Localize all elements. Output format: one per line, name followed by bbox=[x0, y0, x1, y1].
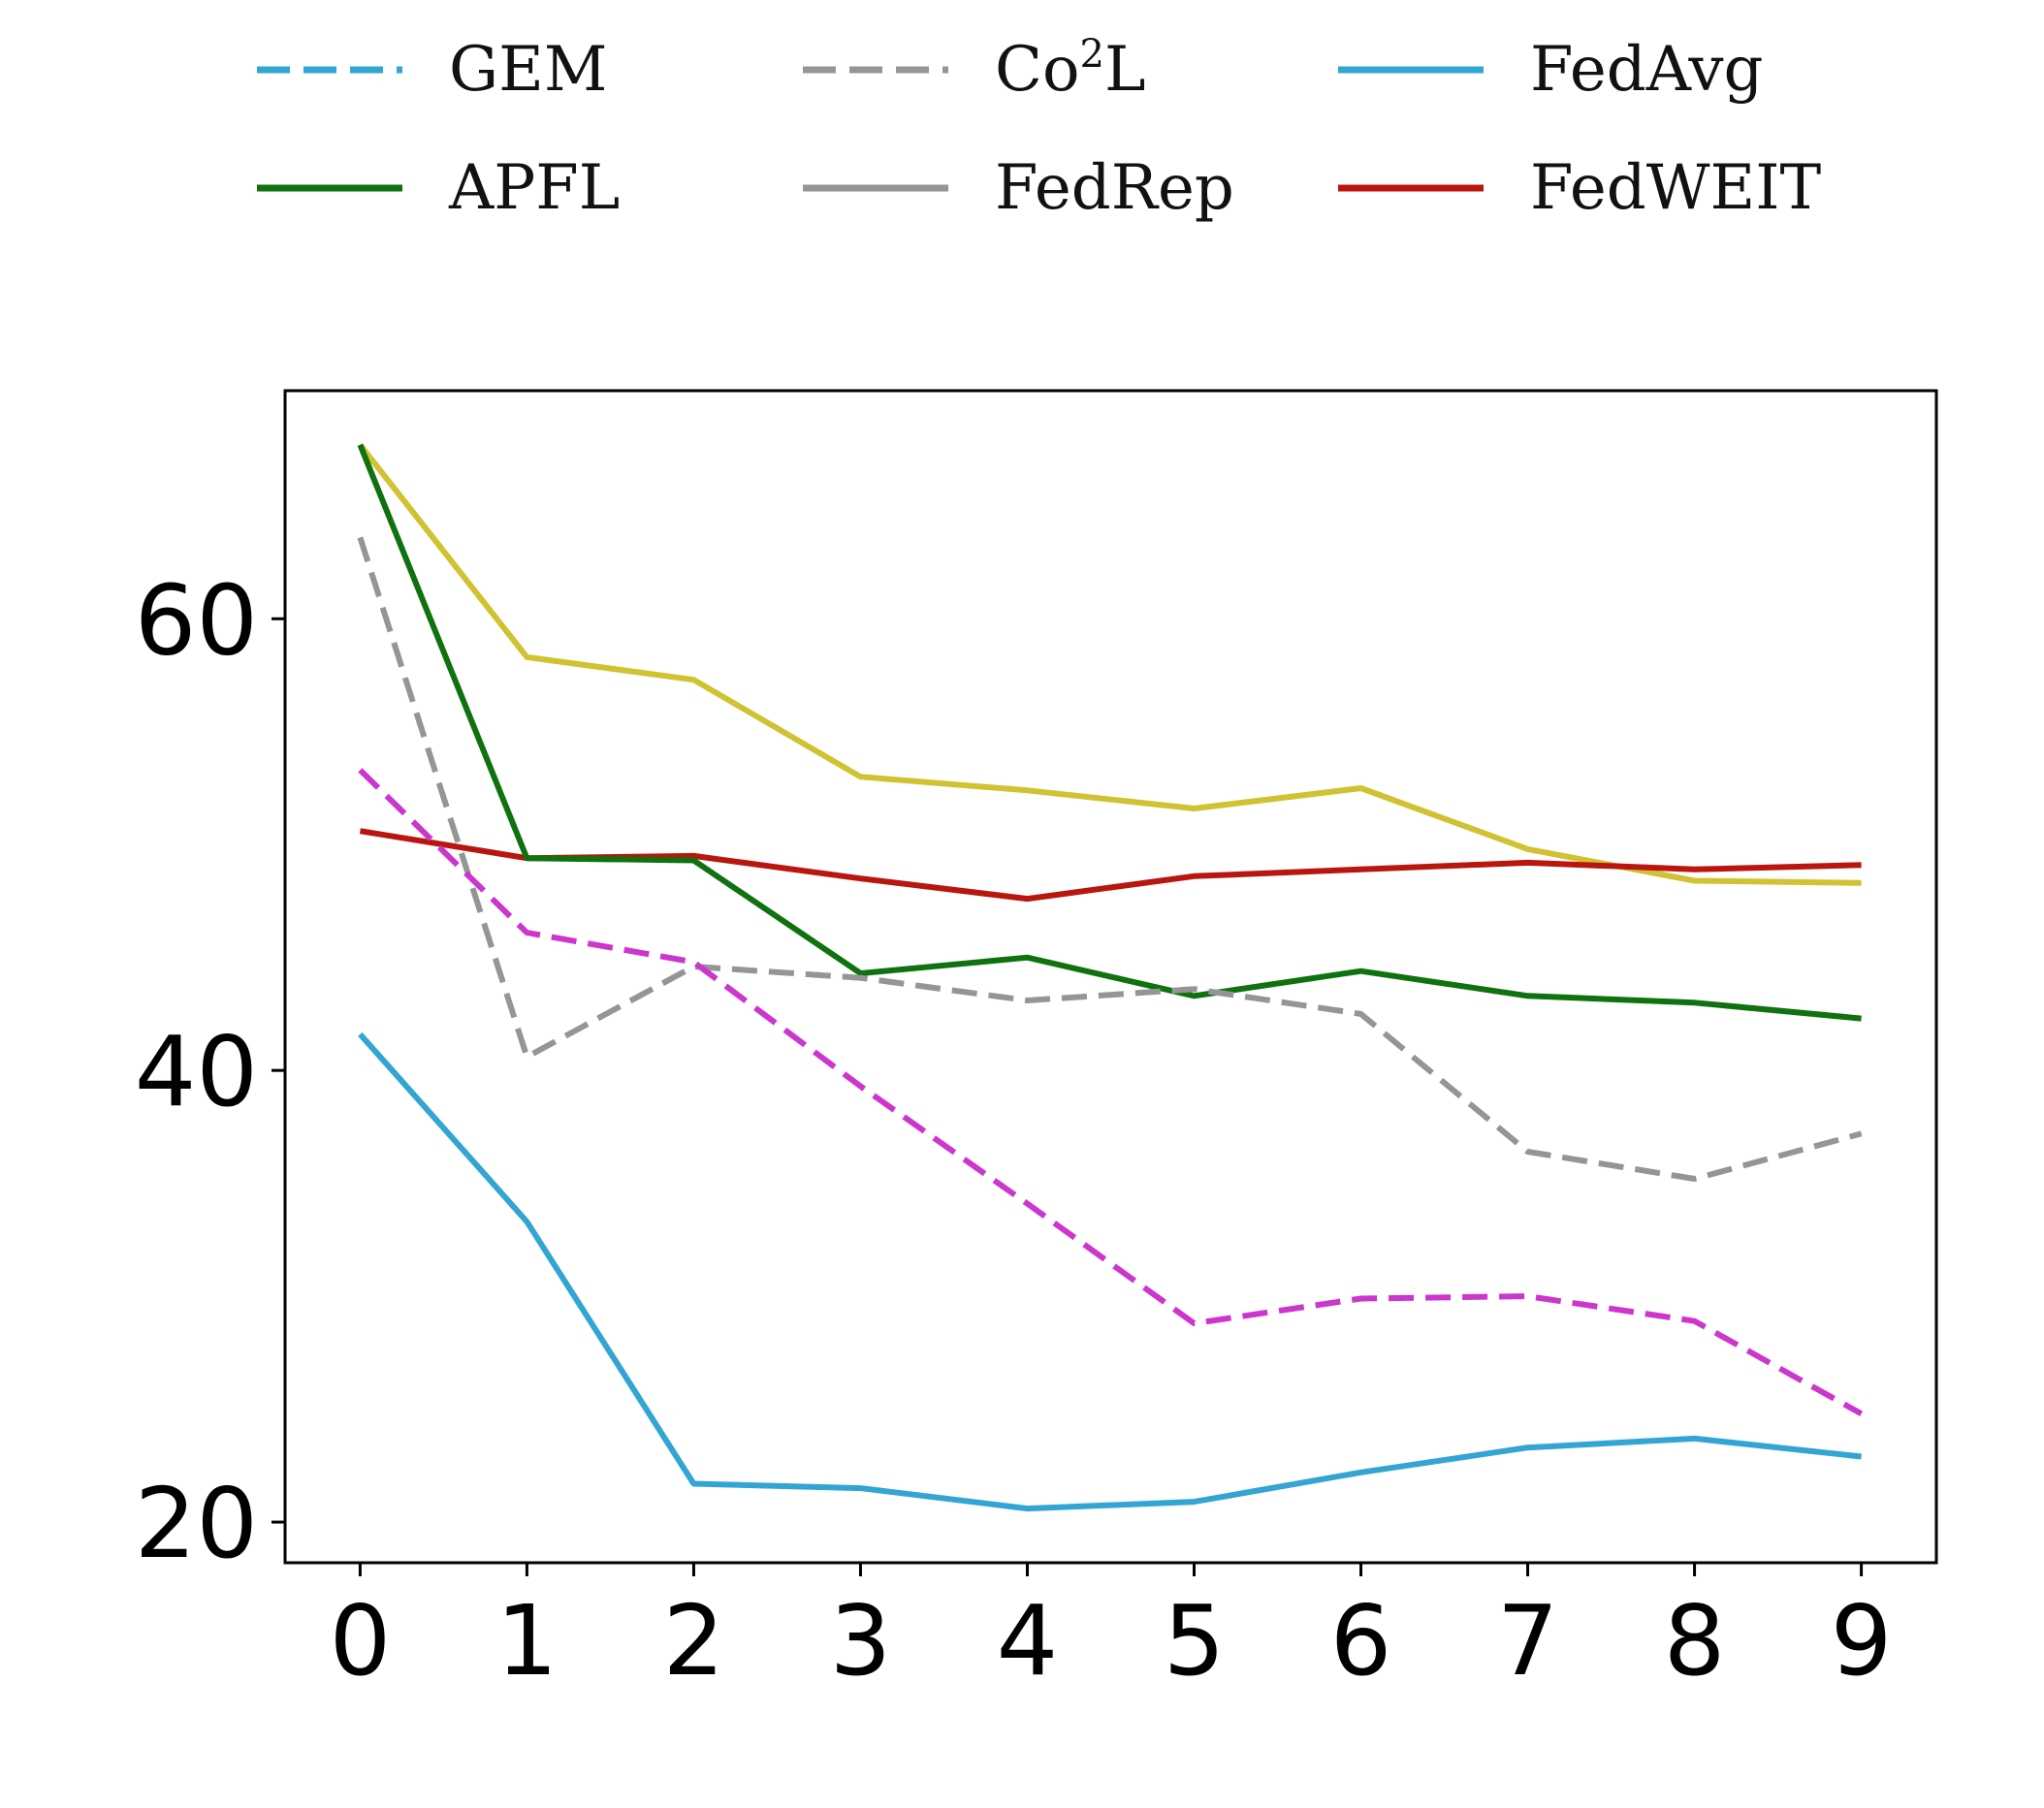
legend: GEM Co2L FedAvg APFL FedRep FedWEIT bbox=[257, 32, 1822, 224]
x-tick-label: 3 bbox=[830, 1584, 892, 1697]
x-tick-label: 6 bbox=[1330, 1584, 1392, 1697]
y-tick-label: 20 bbox=[135, 1467, 258, 1580]
x-tick-label: 9 bbox=[1831, 1584, 1893, 1697]
legend-label: FedRep bbox=[995, 152, 1234, 224]
x-tick-label: 4 bbox=[997, 1584, 1059, 1697]
x-tick-label: 0 bbox=[330, 1584, 392, 1697]
series-line-co2l bbox=[357, 536, 1863, 1182]
legend-item-co2l: Co2L bbox=[803, 32, 1145, 106]
legend-item-gem: GEM bbox=[257, 34, 607, 106]
y-axis: 20 40 60 bbox=[135, 563, 285, 1580]
plot-frame bbox=[283, 389, 1938, 1565]
legend-item-fedavg: FedAvg bbox=[1338, 34, 1764, 106]
series-line-fedavg bbox=[358, 1031, 1862, 1512]
legend-label: Co2L bbox=[995, 32, 1145, 106]
legend-label: FedAvg bbox=[1530, 34, 1764, 106]
legend-item-fedweit: FedWEIT bbox=[1338, 152, 1822, 224]
series-lines bbox=[357, 443, 1864, 1512]
legend-label: GEM bbox=[449, 34, 607, 106]
legend-label: FedWEIT bbox=[1530, 152, 1822, 224]
series-line-fedweit bbox=[359, 828, 1862, 903]
x-tick-label: 7 bbox=[1497, 1584, 1559, 1697]
x-tick-label: 5 bbox=[1164, 1584, 1226, 1697]
y-tick-label: 60 bbox=[135, 563, 258, 677]
series-line-apfl bbox=[357, 443, 1862, 1022]
y-tick-label: 40 bbox=[135, 1015, 258, 1128]
legend-item-apfl: APFL bbox=[257, 152, 620, 224]
x-tick-label: 1 bbox=[496, 1584, 559, 1697]
series-line-unlabeled-0 bbox=[358, 443, 1862, 886]
legend-item-fedrep: FedRep bbox=[803, 152, 1234, 224]
series-line-unlabeled-4 bbox=[358, 768, 1864, 1416]
x-tick-label: 2 bbox=[663, 1584, 725, 1697]
legend-label: APFL bbox=[448, 152, 620, 224]
x-tick-label: 8 bbox=[1664, 1584, 1726, 1697]
